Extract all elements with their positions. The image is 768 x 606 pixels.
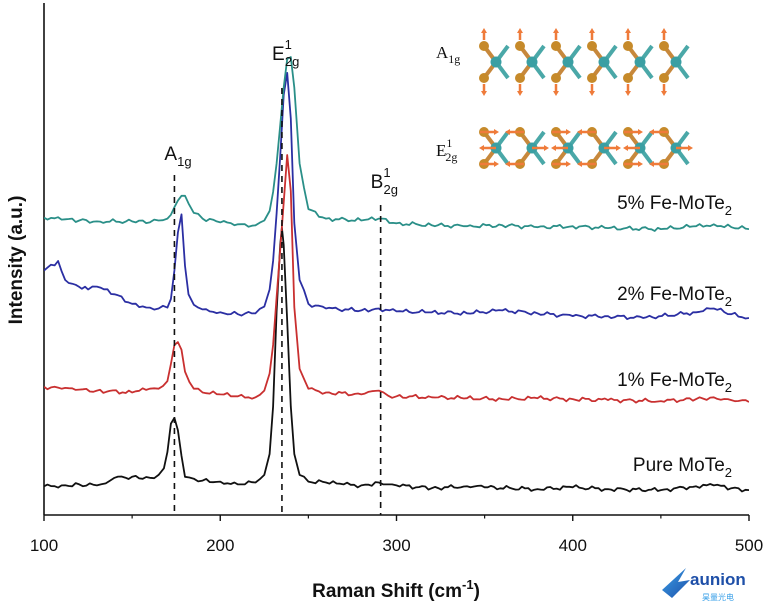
- arrow-head: [623, 145, 628, 151]
- y-axis-title: Intensity (a.u.): [6, 196, 27, 325]
- x-ticks: 100 200 300 400 500: [30, 515, 763, 555]
- a1g-lattice-diagram: [479, 28, 690, 96]
- arrow-head: [625, 28, 631, 33]
- series-line-1: [44, 154, 749, 404]
- arrow-head: [661, 91, 667, 96]
- arrow-head: [481, 28, 487, 33]
- arrow-head: [688, 145, 693, 151]
- arrow-head: [551, 145, 556, 151]
- arrow-head: [661, 28, 667, 33]
- peak-label-E: E1 2g: [272, 37, 299, 69]
- x-tick-label-500: 500: [735, 536, 763, 555]
- arrow-head: [553, 91, 559, 96]
- arrow-head: [616, 145, 621, 151]
- te-atom: [659, 41, 669, 51]
- mo-atom: [670, 56, 682, 68]
- te-atom: [479, 73, 489, 83]
- series-label-2pct: 2% Fe-MoTe2: [617, 284, 732, 309]
- te-atom: [623, 73, 633, 83]
- x-tick-label-300: 300: [382, 536, 410, 555]
- arrow-head: [589, 91, 595, 96]
- aunion-logo: aunion 昊量光电: [662, 568, 746, 602]
- arrow-head: [517, 28, 523, 33]
- series-label-pure: Pure MoTe2: [633, 455, 732, 480]
- series-line-3: [44, 56, 749, 232]
- inset-mode-a1g-label: A1g: [436, 43, 460, 66]
- arrow-head: [577, 129, 582, 135]
- arrow-head: [638, 129, 643, 135]
- arrow-head: [544, 145, 549, 151]
- mo-atom: [634, 56, 646, 68]
- peak-markers: A1g E1 2g B1 2g: [164, 37, 398, 515]
- series-line-0: [44, 227, 749, 493]
- arrow-head: [517, 91, 523, 96]
- arrow-head: [505, 129, 510, 135]
- mo-atom: [490, 56, 502, 68]
- series-lines: [44, 56, 749, 493]
- peak-label-A: A1g: [164, 144, 191, 169]
- arrow-head: [577, 161, 582, 167]
- arrow-head: [553, 28, 559, 33]
- arrow-head: [566, 129, 571, 135]
- e2g-lattice-diagram: [479, 127, 693, 169]
- arrow-head: [481, 91, 487, 96]
- arrow-head: [479, 145, 484, 151]
- arrow-head: [625, 91, 631, 96]
- mo-atom: [598, 56, 610, 68]
- svg-text:aunion: aunion: [690, 570, 746, 589]
- arrow-head: [589, 28, 595, 33]
- logo-mark-icon: [662, 568, 690, 598]
- te-atom: [551, 41, 561, 51]
- arrow-head: [505, 161, 510, 167]
- arrow-head: [566, 161, 571, 167]
- arrow-head: [494, 129, 499, 135]
- x-tick-label-200: 200: [206, 536, 234, 555]
- arrow-head: [649, 161, 654, 167]
- arrow-head: [638, 161, 643, 167]
- series-label-5pct: 5% Fe-MoTe2: [617, 193, 732, 218]
- arrow-head: [649, 129, 654, 135]
- te-atom: [587, 41, 597, 51]
- te-atom: [479, 41, 489, 51]
- x-tick-label-100: 100: [30, 536, 58, 555]
- mo-atom: [526, 56, 538, 68]
- arrow-head: [494, 161, 499, 167]
- peak-label-B: B1 2g: [371, 165, 398, 197]
- inset-mode-e2g-label: E1 2g: [436, 136, 457, 164]
- x-tick-label-400: 400: [559, 536, 587, 555]
- te-atom: [515, 41, 525, 51]
- te-atom: [623, 41, 633, 51]
- mo-atom: [562, 56, 574, 68]
- te-atom: [659, 73, 669, 83]
- te-atom: [551, 73, 561, 83]
- series-label-1pct: 1% Fe-MoTe2: [617, 370, 732, 395]
- te-atom: [587, 73, 597, 83]
- x-axis-title: Raman Shift (cm-1): [312, 577, 480, 602]
- crystal-structure-inset: A1g E1 2g: [436, 28, 693, 169]
- series-line-2: [44, 72, 749, 320]
- te-atom: [515, 73, 525, 83]
- svg-text:昊量光电: 昊量光电: [702, 592, 734, 602]
